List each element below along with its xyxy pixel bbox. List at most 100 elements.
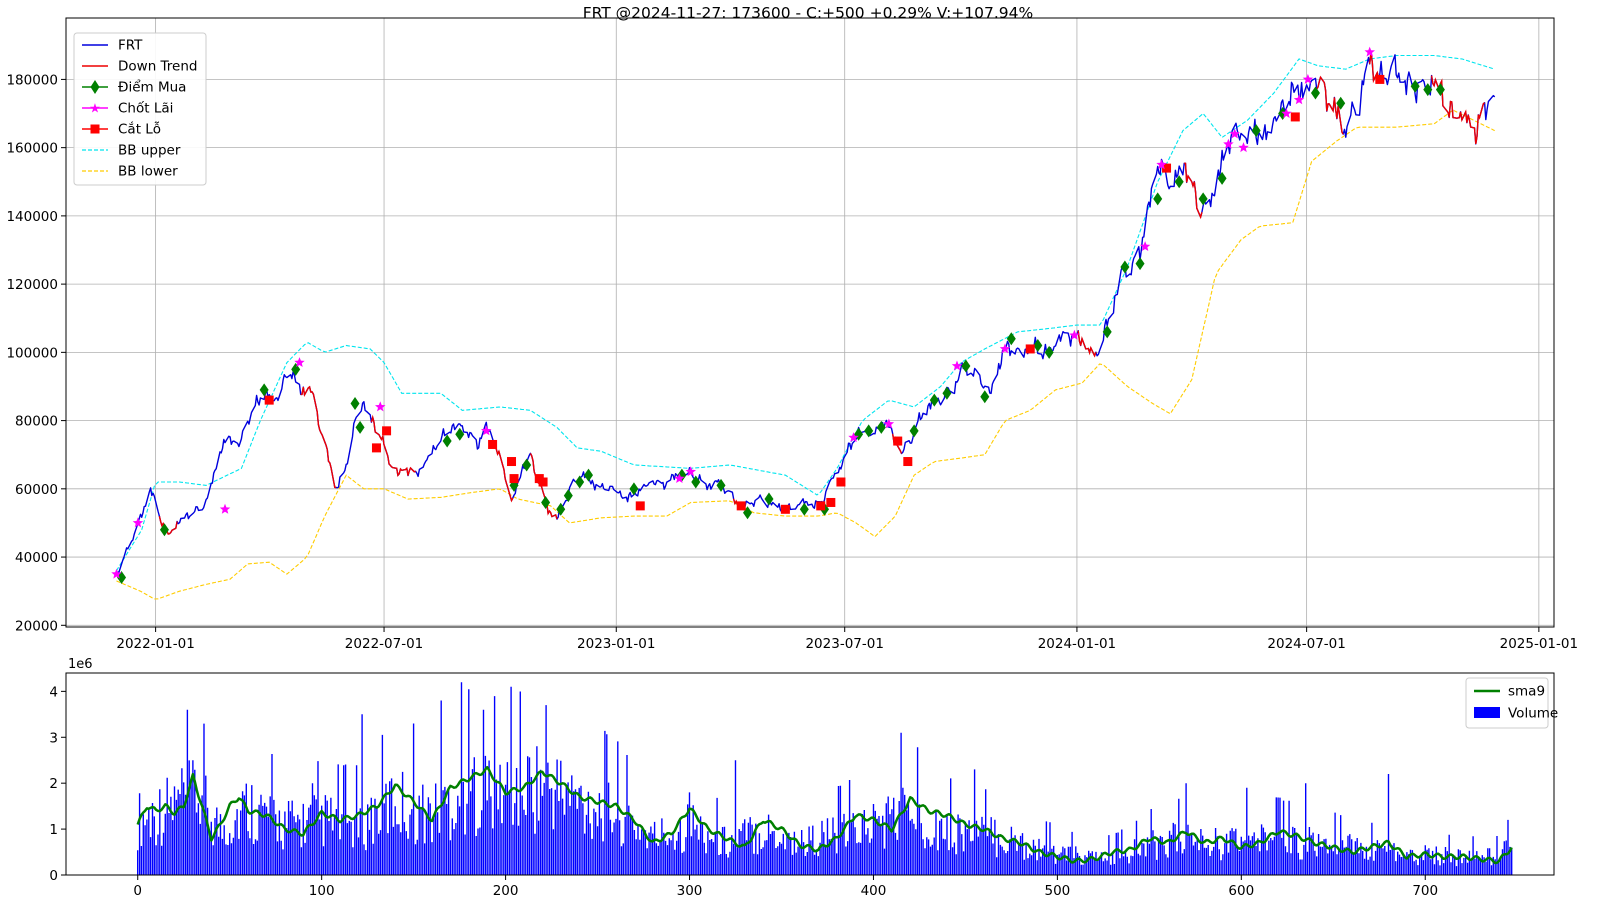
buy-marker bbox=[876, 420, 886, 434]
price-legend: FRT Down Trend Điểm Mua ★ Chốt Lãi Cắt L… bbox=[73, 32, 207, 186]
legend-label-take-profit: Chốt Lãi bbox=[118, 100, 173, 117]
price-x-tick-label: 2025-01-01 bbox=[1500, 636, 1578, 652]
price-y-tick-label: 140000 bbox=[6, 209, 58, 225]
take-profit-marker bbox=[674, 473, 685, 483]
buy-marker bbox=[575, 475, 585, 489]
volume-legend: sma9 Volume bbox=[1465, 677, 1558, 729]
buy-marker bbox=[455, 427, 465, 441]
stop-loss-marker bbox=[1162, 163, 1172, 173]
buy-marker bbox=[1174, 175, 1184, 189]
volume-x-tick-label: 200 bbox=[493, 883, 519, 899]
buy-marker bbox=[629, 482, 639, 496]
legend-swatch-take-profit-star: ★ bbox=[89, 102, 101, 117]
legend-label-stop-loss: Cắt Lỗ bbox=[118, 121, 161, 138]
volume-y-tick-label: 0 bbox=[49, 868, 58, 884]
stop-loss-marker bbox=[816, 501, 826, 511]
buy-marker bbox=[584, 468, 594, 482]
legend-item-volume: Volume bbox=[1474, 706, 1558, 722]
buy-marker bbox=[556, 502, 566, 516]
legend-label-sma9: sma9 bbox=[1508, 684, 1545, 700]
legend-item-take-profit: ★ Chốt Lãi bbox=[82, 100, 173, 117]
down-trend-segment bbox=[158, 516, 178, 535]
take-profit-marker bbox=[1293, 94, 1305, 105]
buy-marker bbox=[1251, 124, 1261, 138]
price-grid bbox=[66, 18, 1554, 627]
volume-y-tick-label: 1 bbox=[49, 822, 58, 838]
legend-label-bb-upper: BB upper bbox=[118, 143, 181, 159]
buy-marker bbox=[1135, 257, 1145, 271]
buy-marker bbox=[522, 458, 532, 472]
buy-marker bbox=[1310, 86, 1320, 100]
stop-loss-marker bbox=[635, 501, 645, 511]
buy-marker bbox=[691, 475, 701, 489]
take-profit-marker bbox=[132, 517, 144, 528]
down-trend-segment bbox=[1316, 75, 1344, 135]
price-x-tick-label: 2022-07-01 bbox=[345, 636, 423, 652]
price-legend-box bbox=[73, 32, 207, 186]
buy-marker bbox=[980, 390, 990, 404]
legend-item-bb-lower: BB lower bbox=[82, 164, 178, 180]
take-profit-marker bbox=[883, 418, 895, 429]
stop-loss-marker bbox=[382, 426, 392, 436]
take-profit-marker bbox=[294, 357, 305, 367]
volume-x-tick-label: 0 bbox=[133, 883, 142, 899]
legend-label-bb-lower: BB lower bbox=[118, 164, 178, 180]
buy-marker bbox=[291, 362, 301, 376]
legend-item-price: FRT bbox=[82, 38, 143, 54]
legend-item-sma9: sma9 bbox=[1474, 684, 1545, 700]
legend-swatch-volume bbox=[1474, 707, 1500, 718]
legend-item-buy: Điểm Mua bbox=[82, 79, 186, 96]
take-profit-marker bbox=[1302, 73, 1314, 84]
stop-loss-marker bbox=[736, 501, 746, 511]
volume-y-tick-label: 3 bbox=[49, 730, 58, 746]
legend-item-stop-loss: Cắt Lỗ bbox=[82, 121, 161, 138]
volume-bar-series bbox=[137, 682, 1513, 875]
stop-loss-marker bbox=[836, 477, 846, 487]
take-profit-marker bbox=[1238, 142, 1249, 153]
bollinger-bands bbox=[116, 54, 1495, 600]
down-trend-segment bbox=[1184, 162, 1203, 220]
buy-marker bbox=[764, 492, 774, 506]
volume-x-tick-label: 400 bbox=[861, 883, 887, 899]
down-trend-segment bbox=[494, 445, 514, 503]
stop-loss-marker bbox=[507, 457, 517, 467]
volume-y-tick-label: 4 bbox=[49, 684, 58, 700]
take-profit-marker bbox=[1364, 46, 1375, 57]
volume-x-tick-label: 100 bbox=[309, 883, 335, 899]
price-y-tick-label: 120000 bbox=[6, 277, 58, 293]
sma9-line-group bbox=[136, 765, 1513, 865]
legend-swatch-buy-diamond bbox=[90, 80, 100, 94]
take-profit-marker bbox=[1069, 329, 1080, 340]
take-profit-marker bbox=[1223, 138, 1234, 149]
take-profit-marker bbox=[375, 401, 386, 412]
price-axes-frame bbox=[65, 17, 1555, 628]
signal-markers bbox=[111, 46, 1445, 585]
buy-marker bbox=[1198, 192, 1208, 206]
buy-marker bbox=[563, 489, 573, 503]
buy-marker bbox=[1217, 171, 1227, 185]
buy-marker bbox=[1153, 192, 1163, 206]
price-axis-ticks: 2022-01-01 2022-07-01 2023-01-01 2023-07-01… bbox=[6, 72, 1578, 652]
stop-loss-marker bbox=[371, 443, 381, 453]
legend-label-buy: Điểm Mua bbox=[118, 79, 186, 96]
buy-marker bbox=[864, 424, 874, 438]
stop-loss-marker bbox=[1290, 112, 1300, 122]
stop-loss-marker bbox=[1375, 74, 1385, 84]
bb-upper-line bbox=[116, 54, 1495, 571]
legend-label-volume: Volume bbox=[1508, 706, 1558, 722]
buy-marker bbox=[716, 478, 726, 492]
take-profit-marker bbox=[848, 432, 859, 443]
stop-loss-marker bbox=[264, 395, 274, 405]
price-y-tick-label: 80000 bbox=[15, 414, 58, 430]
chart-title: FRT @2024-11-27: 173600 - C:+500 +0.29% … bbox=[583, 4, 1034, 22]
volume-panel: 0 100 200 300 400 500 600 700 0 1 2 3 4 1e6 sma9 Vol… bbox=[49, 657, 1558, 899]
take-profit-marker bbox=[1229, 128, 1240, 139]
take-profit-marker bbox=[999, 343, 1011, 354]
down-trend-segment bbox=[1077, 330, 1097, 358]
volume-x-tick-label: 500 bbox=[1044, 883, 1070, 899]
buy-marker bbox=[259, 383, 269, 397]
buy-marker bbox=[541, 495, 551, 509]
volume-x-tick-label: 700 bbox=[1412, 883, 1438, 899]
